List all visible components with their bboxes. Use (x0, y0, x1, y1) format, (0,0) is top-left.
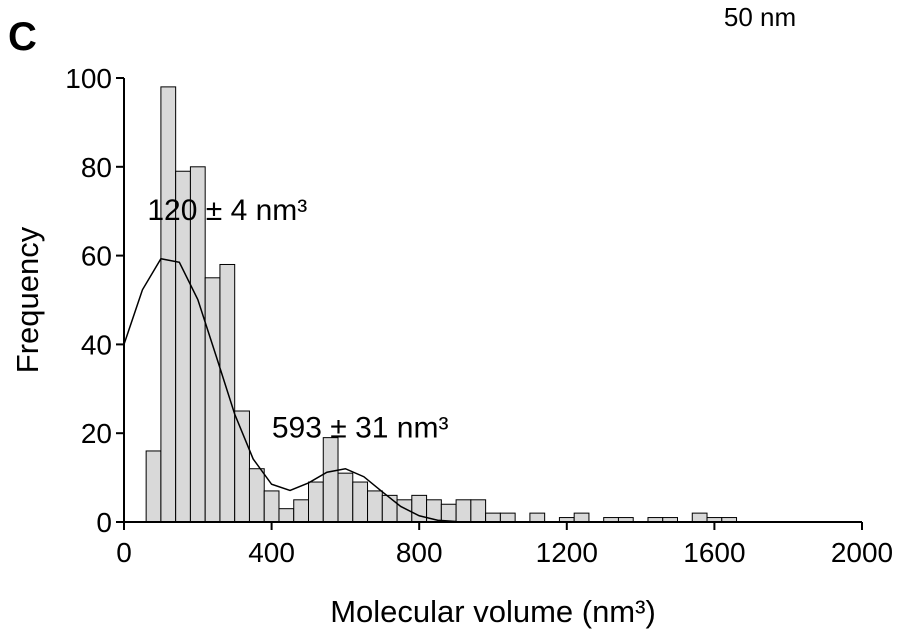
bar (367, 490, 383, 523)
bar (352, 481, 369, 523)
bar (160, 86, 177, 523)
fit-curve (123, 257, 457, 523)
y-tick-label: 100 (65, 63, 112, 94)
y-tick-label: 0 (96, 507, 112, 538)
x-tick-label: 1200 (536, 537, 598, 568)
bar (308, 481, 324, 523)
bar (485, 512, 501, 523)
bar (499, 512, 516, 523)
bar (293, 499, 309, 523)
bar (691, 512, 708, 523)
y-tick-label: 40 (81, 329, 112, 360)
x-tick-label: 0 (116, 537, 132, 568)
x-tick-label: 1600 (683, 537, 745, 568)
bar (529, 512, 546, 523)
y-tick-label: 20 (81, 418, 112, 449)
bar (440, 503, 457, 523)
bar (337, 472, 354, 523)
y-tick-label: 60 (81, 241, 112, 272)
bar (381, 494, 398, 523)
x-tick-label: 2000 (831, 537, 893, 568)
y-axis-title: Frequency (10, 226, 45, 373)
x-tick-label: 400 (248, 537, 295, 568)
bar (455, 499, 472, 523)
bar (470, 499, 487, 523)
bar (573, 512, 590, 523)
bar (263, 490, 280, 523)
bar (278, 508, 295, 523)
bar (322, 437, 339, 523)
annotation: 593 ± 31 nm³ (272, 412, 449, 445)
bar (145, 450, 162, 523)
annotation: 120 ± 4 nm³ (147, 194, 307, 227)
bar (234, 410, 250, 523)
corner-text: 50 nm (724, 2, 796, 32)
x-axis-title: Molecular volume (nm³) (330, 594, 656, 629)
bar (204, 277, 221, 523)
bar (411, 494, 428, 523)
bar (248, 468, 265, 523)
y-tick-label: 80 (81, 152, 112, 183)
panel-label: C (8, 15, 37, 59)
x-tick-label: 800 (396, 537, 443, 568)
